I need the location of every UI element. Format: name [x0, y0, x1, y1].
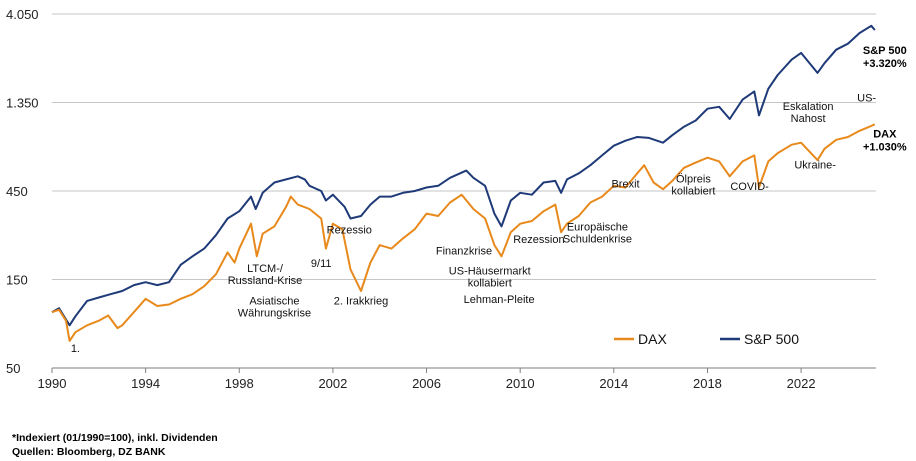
x-tick-label: 2006 [412, 376, 441, 391]
annotation-label: LTCM-/Russland-Krise [228, 263, 303, 287]
end-label: S&P 500 +3.320% [863, 45, 907, 70]
x-tick-label: 1998 [225, 376, 254, 391]
x-tick-label: 2002 [318, 376, 347, 391]
y-tick-label: 1.350 [6, 96, 39, 111]
y-tick-label: 450 [6, 184, 28, 199]
annotation-label: US- [857, 93, 876, 105]
y-tick-labels: 50 150 450 1.350 4.050 [6, 7, 39, 376]
annotation-label: Ukraine- [794, 159, 836, 171]
annotation-label: Lehman-Pleite [464, 294, 535, 306]
legend: DAX S&P 500 [614, 331, 799, 347]
annotation-label: US-Häusermarkt kollabiert [449, 265, 531, 289]
annotation-label: Europäische Schuldenkrise [563, 222, 632, 246]
annotation-label: Eskalation Nahost [783, 101, 834, 125]
footnote-indexed: *Indexiert (01/1990=100), inkl. Dividend… [12, 432, 218, 444]
annotation-label: 2. Irakkrieg [334, 295, 388, 307]
annotation-label: Ölpreis kollabiert [671, 174, 715, 198]
series-lines [51, 24, 876, 342]
annotation-label: Brexit [611, 178, 639, 190]
end-labels: S&P 500 +3.320% DAX +1.030% [863, 45, 907, 153]
legend-label-sp500: S&P 500 [744, 331, 799, 347]
annotation-label: 9/11 [311, 258, 332, 270]
x-tick-label: 2022 [787, 376, 816, 391]
annotations: 1. LTCM-/Russland-Krise Asiatische Währungs… [71, 93, 877, 355]
end-label: DAX +1.030% [863, 128, 907, 153]
x-tick-label: 2014 [599, 376, 628, 391]
annotation-label: Finanzkrise [436, 245, 492, 257]
annotation-label: Asiatische Währungskrise [238, 295, 311, 319]
series-line-dax [51, 123, 876, 342]
legend-label-dax: DAX [638, 331, 667, 347]
x-tick-label: 1990 [38, 376, 67, 391]
annotation-label: COVID- [730, 181, 769, 193]
series-line-sp500 [51, 24, 876, 327]
x-tick-label: 2010 [506, 376, 535, 391]
x-tick-label: 2018 [693, 376, 722, 391]
x-tick-labels: 1990 1994 1998 2002 2006 2010 2014 2018 2022 [38, 368, 816, 391]
y-tick-label: 50 [6, 361, 20, 376]
x-tick-label: 1994 [131, 376, 160, 391]
grid-lines [52, 13, 876, 369]
annotation-label: Rezessio [327, 225, 372, 237]
y-tick-label: 150 [6, 273, 28, 288]
annotation-label: Rezession [513, 234, 564, 246]
y-tick-label: 4.050 [6, 7, 39, 22]
annotation-label: 1. [71, 343, 80, 355]
footnote-sources: Quellen: Bloomberg, DZ BANK [12, 446, 166, 458]
